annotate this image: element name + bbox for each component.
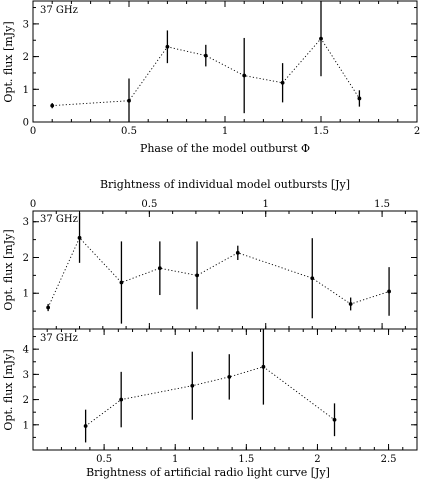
- panel-individual-xlabel: Brightness of individual model outbursts…: [100, 178, 350, 191]
- phase-y-tick-label: 3: [23, 19, 29, 30]
- phase-x-tick-label: 0: [30, 126, 36, 137]
- panel-phase-xlabel: Phase of the model outburst Φ: [140, 142, 310, 155]
- panel-phase-ticks: 0 0.5 1 1.5 2 0 1 2 3: [23, 1, 420, 137]
- phase-data-point: [280, 80, 285, 85]
- phase-data-point: [242, 73, 247, 78]
- individual-data-point: [46, 305, 51, 310]
- artificial-x-tick-label: 1: [172, 454, 178, 465]
- artificial-x-tick-label: 1.5: [238, 454, 254, 465]
- panel-artificial-frame: [32, 328, 418, 451]
- artificial-data-point: [119, 397, 124, 402]
- individual-y-tick-label: 2: [23, 253, 29, 264]
- panel-artificial: 0.5 1 1.5 2 2.5 1 2 3 4 37 GHz Opt. flux [mJy] B…: [2, 328, 418, 479]
- artificial-y-tick-label: 2: [23, 395, 29, 406]
- artificial-data-point: [332, 417, 337, 422]
- phase-y-tick-label: 2: [23, 52, 29, 63]
- artificial-y-tick-label: 3: [23, 370, 29, 381]
- individual-data-point: [119, 280, 124, 285]
- individual-x-tick-label: 0.5: [141, 199, 157, 210]
- panel-artificial-tag: 37 GHz: [40, 333, 78, 344]
- individual-x-tick-label: 0: [30, 199, 36, 210]
- panel-individual-series: [46, 212, 391, 324]
- panel-individual-ticks: 0 0.5 1 1.5 1 2 3: [23, 199, 417, 329]
- artificial-data-point: [261, 364, 266, 369]
- panel-artificial-xlabel: Brightness of artificial radio light cur…: [86, 466, 330, 479]
- phase-y-tick-label: 0: [23, 118, 29, 129]
- individual-data-point: [387, 289, 391, 294]
- phase-data-point: [50, 103, 55, 108]
- panel-individual-ylabel: Opt. flux [mJy]: [2, 229, 15, 310]
- phase-series-line: [52, 37, 360, 107]
- artificial-series-line: [85, 366, 335, 427]
- panel-artificial-series: [83, 329, 337, 443]
- artificial-y-tick-label: 4: [23, 345, 29, 356]
- individual-data-point: [310, 276, 315, 281]
- individual-data-point: [195, 273, 199, 278]
- individual-data-point: [348, 302, 353, 306]
- panel-artificial-ylabel: Opt. flux [mJy]: [2, 349, 15, 430]
- phase-x-tick-label: 2: [414, 126, 420, 137]
- phase-data-point: [165, 44, 170, 49]
- individual-y-tick-label: 1: [23, 289, 29, 300]
- individual-y-tick-label: 3: [23, 217, 29, 228]
- panel-individual-frame: [32, 210, 418, 330]
- individual-series-line: [47, 236, 390, 308]
- individual-x-tick-label: 1: [263, 199, 269, 210]
- panel-artificial-ticks: 0.5 1 1.5 2 2.5 1 2 3 4: [23, 329, 417, 465]
- phase-x-tick-label: 1: [222, 126, 228, 137]
- artificial-x-tick-label: 2: [314, 454, 320, 465]
- artificial-x-tick-label: 2.5: [381, 454, 397, 465]
- phase-data-point: [319, 36, 323, 41]
- panel-phase: 0 0.5 1 1.5 2 0 1 2 3 37 GHz Opt. flux [mJy] Pha…: [2, 0, 420, 155]
- individual-x-tick-label: 1.5: [374, 199, 390, 210]
- panel-phase-tag: 37 GHz: [40, 5, 78, 16]
- phase-data-point: [357, 96, 362, 101]
- panel-phase-ylabel: Opt. flux [mJy]: [2, 21, 15, 102]
- phase-data-point: [127, 98, 131, 103]
- individual-data-point: [157, 266, 162, 271]
- artificial-data-point: [190, 383, 195, 388]
- artificial-data-point: [227, 374, 232, 379]
- artificial-data-point: [83, 424, 88, 428]
- phase-x-tick-label: 1.5: [313, 126, 329, 137]
- individual-data-point: [77, 235, 82, 240]
- individual-data-point: [235, 250, 240, 255]
- panel-phase-series: [50, 1, 362, 122]
- artificial-y-tick-label: 1: [23, 420, 29, 431]
- panel-individual: Brightness of individual model outbursts…: [2, 178, 418, 330]
- phase-data-point: [203, 53, 208, 58]
- artificial-x-tick-label: 0.5: [96, 454, 112, 465]
- phase-y-tick-label: 1: [23, 85, 29, 96]
- panel-individual-tag: 37 GHz: [40, 214, 78, 225]
- phase-x-tick-label: 0.5: [121, 126, 137, 137]
